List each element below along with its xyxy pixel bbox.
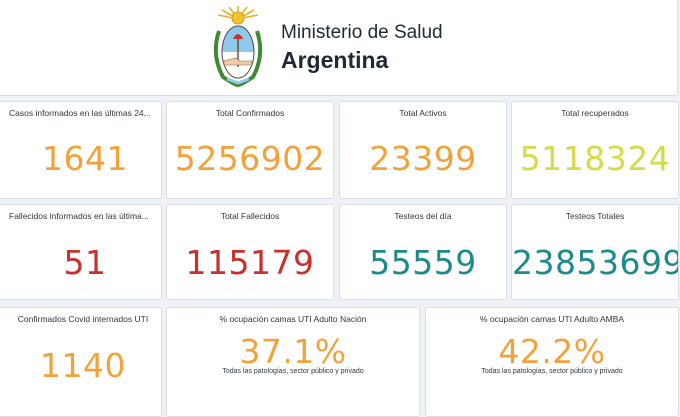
card-ocupacion-uti-amba: % ocupación camas UTI Adulto AMBA 42.2% … xyxy=(425,307,679,417)
card-sublabel: Todas las patologías, sector público y p… xyxy=(222,368,364,375)
card-value: 5118324 xyxy=(519,139,671,178)
card-label: Testeos Totales xyxy=(565,211,625,221)
card-total-recuperados: Total recuperados 5118324 xyxy=(511,101,679,199)
card-value: 1641 xyxy=(42,139,128,178)
card-value: 115179 xyxy=(185,243,315,282)
card-testeos-totales: Testeos Totales 23853699 xyxy=(511,204,679,300)
card-value: 51 xyxy=(63,243,107,282)
card-label: Testeos del día xyxy=(394,211,452,221)
card-label: % ocupación camas UTI Adulto Nación xyxy=(219,314,367,324)
card-casos-24h: Casos informados en las últimas 24... 16… xyxy=(0,101,162,199)
card-value: 42.2% xyxy=(498,332,606,371)
card-total-activos: Total Activos 23399 xyxy=(339,101,507,199)
card-label: Total Fallecidos xyxy=(220,211,280,221)
argentina-coat-of-arms-icon xyxy=(209,5,267,87)
card-internados-uti: Confirmados Covid internados UTI 1140 xyxy=(0,307,162,417)
card-testeos-dia: Testeos del día 55559 xyxy=(339,204,507,300)
card-label: Total Activos xyxy=(399,108,447,118)
card-label: Total recuperados xyxy=(561,108,629,118)
card-value: 1140 xyxy=(40,346,126,385)
card-value: 23853699 xyxy=(512,243,679,282)
card-value: 5256902 xyxy=(174,139,326,178)
card-value: 23399 xyxy=(369,139,477,178)
card-sublabel: Todas las patologías, sector público y p… xyxy=(481,368,623,375)
header-card: Ministerio de Salud Argentina xyxy=(0,0,678,96)
card-label: Casos informados en las últimas 24... xyxy=(9,108,151,118)
country-title: Argentina xyxy=(281,47,389,73)
card-value: 55559 xyxy=(369,243,477,282)
card-label: Total Confirmados xyxy=(215,108,285,118)
card-fallecidos-24h: Fallecidos informados en las última... 5… xyxy=(0,204,162,300)
card-total-confirmados: Total Confirmados 5256902 xyxy=(166,101,334,199)
card-ocupacion-uti-nacion: % ocupación camas UTI Adulto Nación 37.1… xyxy=(166,307,420,417)
card-label: Confirmados Covid internados UTI xyxy=(17,314,149,324)
card-total-fallecidos: Total Fallecidos 115179 xyxy=(166,204,334,300)
card-value: 37.1% xyxy=(239,332,347,371)
ministry-title: Ministerio de Salud xyxy=(281,22,443,43)
card-label: % ocupación camas UTI Adulto AMBA xyxy=(479,314,625,324)
card-label: Fallecidos informados en las última... xyxy=(9,211,149,221)
